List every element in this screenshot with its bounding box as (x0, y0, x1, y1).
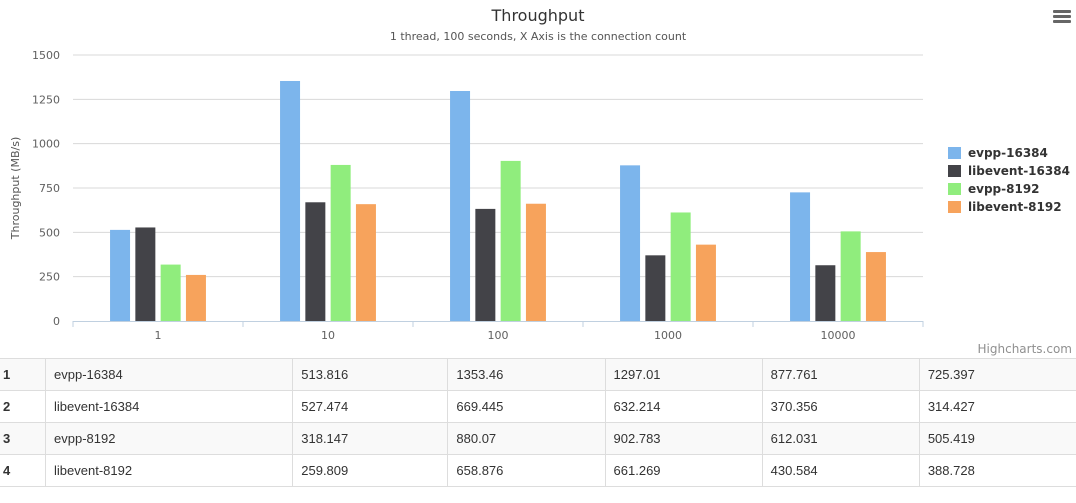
row-index: 4 (0, 454, 46, 487)
chart-subtitle: 1 thread, 100 seconds, X Axis is the con… (390, 30, 687, 43)
bar-evpp-8192-10[interactable] (330, 164, 351, 321)
y-tick-label: 500 (39, 226, 60, 239)
row-series-name: evpp-16384 (45, 358, 293, 391)
legend-item-evpp-8192[interactable]: evpp-8192 (948, 182, 1040, 196)
x-tick-label: 10000 (821, 329, 856, 342)
legend-item-libevent-16384[interactable]: libevent-16384 (948, 164, 1070, 178)
hamburger-menu-icon[interactable] (1052, 8, 1072, 28)
bar-evpp-8192-1[interactable] (160, 264, 181, 321)
x-tick-label: 10 (321, 329, 335, 342)
bar-libevent-16384-100[interactable] (475, 208, 496, 321)
bar-libevent-8192-1[interactable] (185, 274, 206, 321)
bar-evpp-16384-1[interactable] (110, 229, 131, 321)
chart-title: Throughput (491, 6, 585, 25)
row-value: 632.214 (604, 390, 763, 423)
bar-libevent-16384-10000[interactable] (815, 265, 836, 321)
bar-libevent-16384-1[interactable] (135, 227, 156, 321)
row-index: 2 (0, 390, 46, 423)
bar-evpp-16384-10000[interactable] (790, 192, 811, 321)
row-value: 1353.46 (447, 358, 606, 391)
chart-container: Throughput 1 thread, 100 seconds, X Axis… (9, 6, 1072, 356)
x-tick-label: 1 (155, 329, 162, 342)
legend-label: libevent-8192 (968, 200, 1062, 214)
legend-swatch (948, 147, 961, 159)
row-value: 318.147 (292, 422, 448, 455)
bar-libevent-8192-100[interactable] (525, 203, 546, 321)
row-value: 658.876 (447, 454, 606, 487)
legend-label: evpp-16384 (968, 146, 1048, 160)
legend-label: libevent-16384 (968, 164, 1070, 178)
row-value: 505.419 (918, 422, 1076, 455)
row-value: 527.474 (292, 390, 448, 423)
bar-evpp-16384-1000[interactable] (620, 165, 641, 321)
bar-chart: Throughput 1 thread, 100 seconds, X Axis… (9, 6, 1070, 342)
x-axis: 1 10 100 1000 10000 (72, 321, 924, 342)
table-row: 3 evpp-8192 318.147 880.07 902.783 612.031 505… (0, 422, 1076, 455)
legend: evpp-16384 libevent-16384 evpp-8192 libeven… (948, 146, 1070, 214)
y-tick-label: 250 (39, 271, 60, 284)
y-tick-label: 0 (53, 315, 60, 328)
legend-label: evpp-8192 (968, 182, 1040, 196)
bar-series (110, 80, 886, 322)
row-value: 370.356 (761, 390, 920, 423)
bar-libevent-8192-10000[interactable] (865, 252, 886, 321)
legend-item-evpp-16384[interactable]: evpp-16384 (948, 146, 1048, 160)
row-value: 725.397 (918, 358, 1076, 391)
row-value: 612.031 (761, 422, 920, 455)
bar-evpp-8192-10000[interactable] (840, 231, 861, 321)
y-axis-label: Throughput (MB/s) (9, 137, 22, 240)
row-value: 1297.01 (604, 358, 763, 391)
bar-evpp-16384-10[interactable] (280, 80, 301, 322)
table-row: 2 libevent-16384 527.474 669.445 632.214 370.… (0, 390, 1076, 423)
row-value: 430.584 (761, 454, 920, 487)
row-value: 880.07 (447, 422, 606, 455)
legend-swatch (948, 165, 961, 177)
legend-swatch (948, 201, 961, 213)
row-value: 661.269 (604, 454, 763, 487)
bar-evpp-8192-100[interactable] (500, 160, 521, 321)
bar-libevent-8192-1000[interactable] (695, 244, 716, 321)
row-series-name: evpp-8192 (45, 422, 293, 455)
row-value: 669.445 (447, 390, 606, 423)
bar-libevent-8192-10[interactable] (355, 204, 376, 321)
legend-item-libevent-8192[interactable]: libevent-8192 (948, 200, 1062, 214)
row-value: 259.809 (292, 454, 448, 487)
bar-evpp-8192-1000[interactable] (670, 212, 691, 321)
row-series-name: libevent-8192 (45, 454, 293, 487)
x-tick-label: 100 (488, 329, 509, 342)
row-index: 1 (0, 358, 46, 391)
x-tick-label: 1000 (654, 329, 682, 342)
row-index: 3 (0, 422, 46, 455)
legend-swatch (948, 183, 961, 195)
y-tick-label: 750 (39, 182, 60, 195)
row-value: 314.427 (918, 390, 1076, 423)
row-series-name: libevent-16384 (45, 390, 293, 423)
table-row: 4 libevent-8192 259.809 658.876 661.269 430.5… (0, 454, 1076, 487)
row-value: 877.761 (761, 358, 920, 391)
credits-link[interactable]: Highcharts.com (977, 342, 1072, 356)
row-value: 388.728 (918, 454, 1076, 487)
row-value: 902.783 (604, 422, 763, 455)
y-tick-label: 1000 (32, 138, 60, 151)
bar-evpp-16384-100[interactable] (450, 90, 471, 322)
bar-libevent-16384-10[interactable] (305, 202, 326, 321)
row-value: 513.816 (292, 358, 448, 391)
y-tick-label: 1250 (32, 93, 60, 106)
data-table: 1 evpp-16384 513.816 1353.46 1297.01 877.761 7… (0, 358, 1076, 487)
y-axis-ticks: 0 250 500 750 1000 1250 1500 (32, 49, 60, 328)
table-row: 1 evpp-16384 513.816 1353.46 1297.01 877.761 7… (0, 358, 1076, 391)
gridlines (73, 54, 923, 278)
bar-libevent-16384-1000[interactable] (645, 255, 666, 321)
y-tick-label: 1500 (32, 49, 60, 62)
